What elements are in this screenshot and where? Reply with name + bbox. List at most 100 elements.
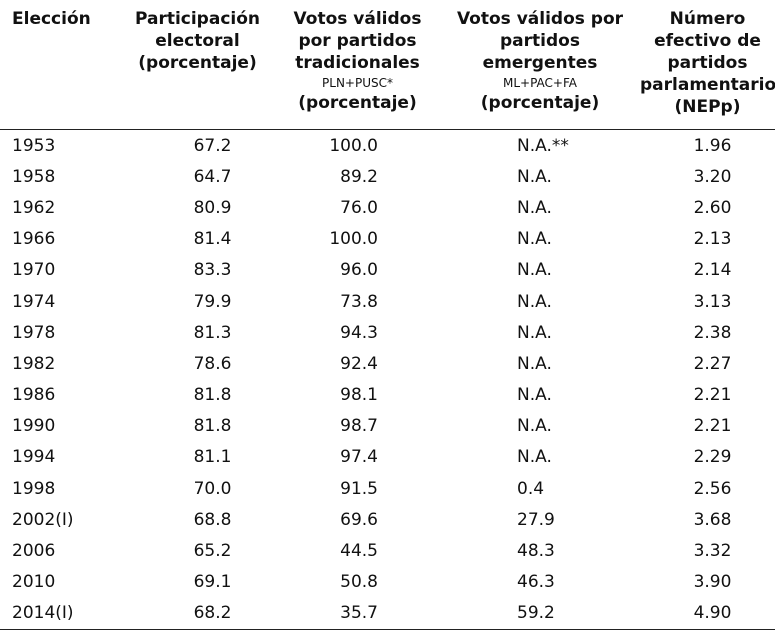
table-cell: 2.14	[693, 260, 732, 281]
header-line: Votos válidos por	[456, 9, 624, 29]
table-cell: 4.90	[640, 597, 775, 630]
table-cell: N.A.	[517, 166, 552, 187]
table-row: 2010 69.1 50.8 46.3 3.90	[0, 567, 775, 598]
table-cell: 2.29	[693, 447, 732, 468]
table-cell: 68.2	[120, 597, 275, 630]
table-cell: 1994	[12, 447, 56, 468]
table-cell: 2.13	[693, 229, 732, 250]
table-cell: 3.90	[693, 572, 732, 593]
table-row: 2006 65.2 44.5 48.3 3.32	[0, 535, 775, 566]
table-cell: 2.21	[693, 416, 732, 437]
header-note: ML+PAC+FA	[502, 76, 577, 90]
table-body: 1953 67.2 100.0 N.A.** 1.96 1958 64.7 89.2 N.A. 3…	[0, 130, 775, 630]
table-cell: 1966	[12, 229, 56, 250]
header-cell: Número efectivo de partidos parlamentari…	[640, 6, 775, 130]
table-row: 1994 81.1 97.4 N.A. 2.29	[0, 442, 775, 473]
table-cell: 27.9	[517, 509, 555, 530]
table-cell: N.A.	[517, 197, 552, 218]
table-cell: N.A.	[517, 291, 552, 312]
header-line: (porcentaje)	[480, 93, 600, 113]
table-cell: 1974	[12, 291, 56, 312]
table-cell: 65.2	[193, 541, 232, 562]
table-row: 1978 81.3 94.3 N.A. 2.38	[0, 317, 775, 348]
table-cell: 1998	[12, 478, 56, 499]
table-cell: 97.4	[340, 447, 378, 468]
table-row: 1962 80.9 76.0 N.A. 2.60	[0, 192, 775, 223]
table-cell: 2.38	[693, 322, 732, 343]
header-line: Participación	[134, 9, 261, 29]
table-cell: 96.0	[340, 260, 378, 281]
header-cell: Participación electoral (porcentaje)	[120, 6, 275, 130]
table-row: 1986 81.8 98.1 N.A. 2.21	[0, 380, 775, 411]
table-cell: 69.1	[193, 572, 232, 593]
table-cell: 94.3	[340, 322, 378, 343]
table-cell: 68.8	[193, 509, 232, 530]
page: {"table": { "headers": [ ["Elección"], […	[0, 6, 775, 640]
table-cell: 1986	[12, 385, 56, 406]
table-cell: 64.7	[193, 166, 232, 187]
table-row: 2014(I) 68.2 35.7 59.2 4.90	[0, 597, 775, 630]
table-cell: 81.8	[193, 416, 232, 437]
table-cell: 78.6	[193, 353, 232, 374]
header-cell: Votos válidos por partidos tradicionales…	[275, 6, 440, 130]
table-cell: 48.3	[517, 541, 555, 562]
table-cell: N.A.	[517, 322, 552, 343]
header-cell: Elección	[0, 6, 120, 130]
table-cell: 79.9	[193, 291, 232, 312]
table-cell: 91.5	[340, 478, 378, 499]
table-cell: 2.21	[693, 385, 732, 406]
header-line: Número	[669, 9, 746, 29]
header-line: partidos emergentes	[482, 31, 598, 73]
table-cell: 69.6	[340, 509, 378, 530]
table-cell: 81.1	[193, 447, 232, 468]
table-cell: 3.13	[693, 291, 732, 312]
table-cell: 1953	[12, 135, 56, 156]
table-cell: 81.8	[193, 385, 232, 406]
table-cell: 81.3	[193, 322, 232, 343]
table-cell: 2006	[12, 541, 56, 562]
data-table: Elección Participación electoral (porcen…	[0, 6, 775, 630]
table-cell: 2002(I)	[12, 509, 74, 530]
table-cell: 76.0	[340, 197, 378, 218]
header-row: Elección Participación electoral (porcen…	[0, 6, 775, 130]
table-cell: 98.7	[340, 416, 378, 437]
table-cell: 50.8	[340, 572, 378, 593]
table-cell: 1970	[12, 260, 56, 281]
table-row: 1974 79.9 73.8 N.A. 3.13	[0, 286, 775, 317]
table-cell: 59.2	[440, 597, 640, 630]
table-cell: 98.1	[340, 385, 378, 406]
table-cell: 70.0	[193, 478, 232, 499]
table-cell: 46.3	[517, 572, 555, 593]
table-cell: 2010	[12, 572, 56, 593]
table-row: 1990 81.8 98.7 N.A. 2.21	[0, 411, 775, 442]
table-cell: 100.0	[329, 229, 378, 250]
table-row: 1970 83.3 96.0 N.A. 2.14	[0, 255, 775, 286]
table-cell: 100.0	[329, 135, 378, 156]
header-note: PLN+PUSC*	[322, 76, 393, 90]
table-cell: 81.4	[193, 229, 232, 250]
table-cell: 67.2	[193, 135, 232, 156]
table-row: 1953 67.2 100.0 N.A.** 1.96	[0, 130, 775, 162]
table-cell: N.A.	[517, 416, 552, 437]
header-line: electoral	[155, 31, 240, 51]
table-cell: N.A.	[517, 260, 552, 281]
table-cell: 35.7	[275, 597, 440, 630]
table-cell: 44.5	[340, 541, 378, 562]
header-line: (porcentaje)	[298, 93, 417, 113]
table-row: 1966 81.4 100.0 N.A. 2.13	[0, 224, 775, 255]
table-cell: N.A.	[517, 385, 552, 406]
table-cell: N.A.**	[517, 135, 569, 156]
table-cell: 89.2	[340, 166, 378, 187]
table-cell: 3.32	[693, 541, 732, 562]
table-row: 1958 64.7 89.2 N.A. 3.20	[0, 161, 775, 192]
table-cell: 92.4	[340, 353, 378, 374]
table-row: 1982 78.6 92.4 N.A. 2.27	[0, 348, 775, 379]
header-line: (NEPp)	[674, 97, 741, 117]
table-cell: 1962	[12, 197, 56, 218]
header-line: por partidos	[298, 31, 417, 51]
table-cell: N.A.	[517, 229, 552, 250]
table-row: 1998 70.0 91.5 0.4 2.56	[0, 473, 775, 504]
table-cell: 1958	[12, 166, 56, 187]
header-line: Votos válidos	[293, 9, 422, 29]
table-cell: 2014(I)	[0, 597, 120, 630]
